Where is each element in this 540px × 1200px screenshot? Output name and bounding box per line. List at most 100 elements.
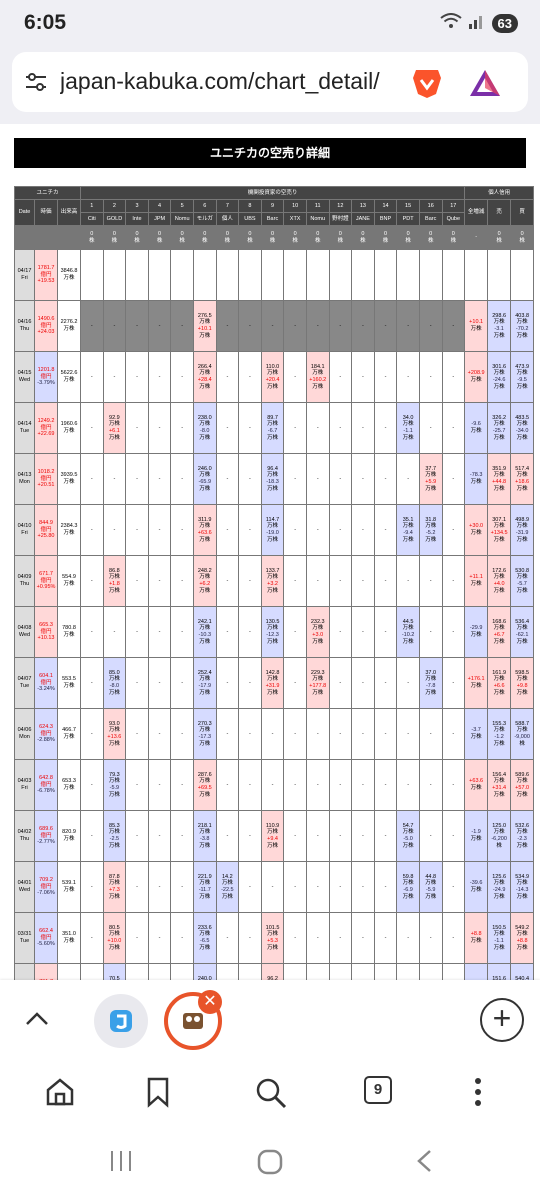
inst-cell: 240.0万株-19.7万株 (192, 963, 217, 980)
back-icon[interactable] (412, 1148, 438, 1179)
brave-shield-icon[interactable] (410, 66, 444, 105)
cell-line: 万株 (108, 689, 120, 696)
cell-line: 万株 (199, 434, 211, 441)
price-value: 1490.6 (37, 316, 55, 323)
site-settings-icon[interactable] (24, 70, 48, 99)
cell-line: 820.9 (62, 829, 76, 836)
dash: - (384, 628, 387, 635)
cell-line: 35.1 (402, 516, 414, 523)
cell-line: 万株 (199, 791, 211, 798)
inst-cell: 31.8 万株 -5.2 万株 (418, 504, 443, 556)
cell-line: 万株 (199, 944, 211, 951)
cell-line: -5.9 (425, 887, 436, 893)
cell-line: -10.3 (198, 632, 212, 638)
cell-line: 万株 (493, 893, 505, 900)
cell-line: -3.8 (200, 836, 210, 842)
cell-line: 万株 (199, 587, 211, 594)
inst-cell: - (125, 300, 149, 352)
address-bar[interactable]: japan-kabuka.com/chart_detail/ (12, 52, 528, 112)
inst-cell: - (305, 810, 330, 862)
inst-cell: 54.7 万株 -5.0 万株 (396, 810, 420, 862)
dash: - (294, 679, 297, 686)
inst-cell: - (125, 759, 149, 811)
home-icon[interactable] (44, 1076, 76, 1113)
home-nav-icon[interactable] (256, 1148, 284, 1181)
dash: - (316, 526, 319, 533)
zero-value: 0 (361, 230, 365, 237)
cell-line: 万株 (221, 893, 233, 900)
inst-cell: - (147, 555, 172, 607)
cell-line: -65.9 (198, 479, 212, 485)
inst-cell: - (418, 912, 443, 964)
header-inst-name: Qube (441, 212, 466, 226)
zero-value: 0 (451, 230, 455, 237)
header-inst-name: 個人 (215, 212, 240, 226)
inst-cell (125, 249, 149, 301)
brave-rewards-icon[interactable] (468, 68, 502, 103)
recent-apps-icon[interactable] (108, 1148, 134, 1179)
row-total: -29.9 万株 (464, 606, 489, 658)
zero-unit: 株 (89, 237, 95, 244)
browser-toolbar: japan-kabuka.com/chart_detail/ (0, 46, 540, 124)
cell-line: 万株 (516, 727, 528, 734)
dash: - (294, 373, 297, 380)
dash: - (181, 577, 184, 584)
zero-unit: 株 (382, 237, 389, 244)
cell-line: 653.3 (62, 778, 76, 785)
new-tab-button[interactable]: + (480, 998, 524, 1042)
cell-line: 万株 (267, 523, 279, 530)
dash: - (226, 832, 229, 839)
inst-cell (418, 249, 443, 301)
dash: - (158, 730, 161, 737)
cell-line: 540.4 (515, 975, 530, 980)
inst-cell (192, 249, 217, 301)
row-date: 04/16 Thu (14, 300, 35, 352)
inst-cell: - (125, 504, 149, 556)
more-menu-icon[interactable] (472, 1076, 484, 1113)
cell-line: -10.2 (401, 632, 415, 638)
total-unit: 万株 (470, 785, 482, 791)
close-tab-icon[interactable]: ✕ (198, 990, 222, 1014)
cell-line: -2.5 (109, 836, 120, 842)
dash: - (384, 832, 387, 839)
dash: - (339, 832, 342, 839)
web-content: ユニチカの空売り詳細 ユニチカ 機関投資家の空売り 個人信用 Date 時価 出来高 1 2 3… (0, 124, 540, 980)
bookmark-icon[interactable] (144, 1076, 172, 1113)
row-date: 04/10 Fri (14, 504, 35, 556)
tab-thumbnail-1[interactable] (94, 994, 148, 1048)
url-text[interactable]: japan-kabuka.com/chart_detail/ (60, 68, 380, 94)
inst-cell: - (351, 504, 375, 556)
row-date: 04/13 Mon (14, 453, 35, 505)
dash: - (271, 883, 274, 890)
row-price: 671.7 億円 +0.95% (34, 555, 58, 607)
dash: - (90, 424, 93, 431)
inst-cell: - (102, 300, 127, 352)
dash: - (384, 934, 387, 941)
dash: - (249, 679, 251, 686)
cell-line: 万株 (402, 421, 414, 428)
inst-cell: 89.7 万株 -6.7 万株 (260, 402, 285, 454)
cell-line: 万株 (516, 625, 528, 632)
cell-line: -6.7 (267, 428, 278, 434)
cell-line: -9,000 (514, 734, 530, 740)
zero-value: 0 (225, 230, 229, 237)
search-icon[interactable] (254, 1076, 288, 1115)
dash: - (316, 934, 319, 941)
inst-cell: - (441, 351, 466, 403)
inst-cell: 92.9 万株 +6.1 万株 (102, 402, 127, 454)
cell-line: 万株 (493, 587, 505, 594)
dash: - (294, 475, 297, 482)
chevron-up-icon[interactable] (22, 1004, 52, 1039)
cell-line: +177.8 (309, 683, 327, 689)
row-volume: 820.9 万株 (57, 810, 81, 862)
dash: - (362, 934, 364, 941)
inst-cell: - (147, 402, 172, 454)
tab-count-button[interactable]: 9 (364, 1076, 392, 1104)
dash: - (452, 526, 455, 533)
inst-cell (305, 249, 330, 301)
header-inst-num: 13 (351, 199, 375, 213)
row-total: +63.6 万株 (464, 759, 489, 811)
inst-cell: - (328, 861, 353, 913)
